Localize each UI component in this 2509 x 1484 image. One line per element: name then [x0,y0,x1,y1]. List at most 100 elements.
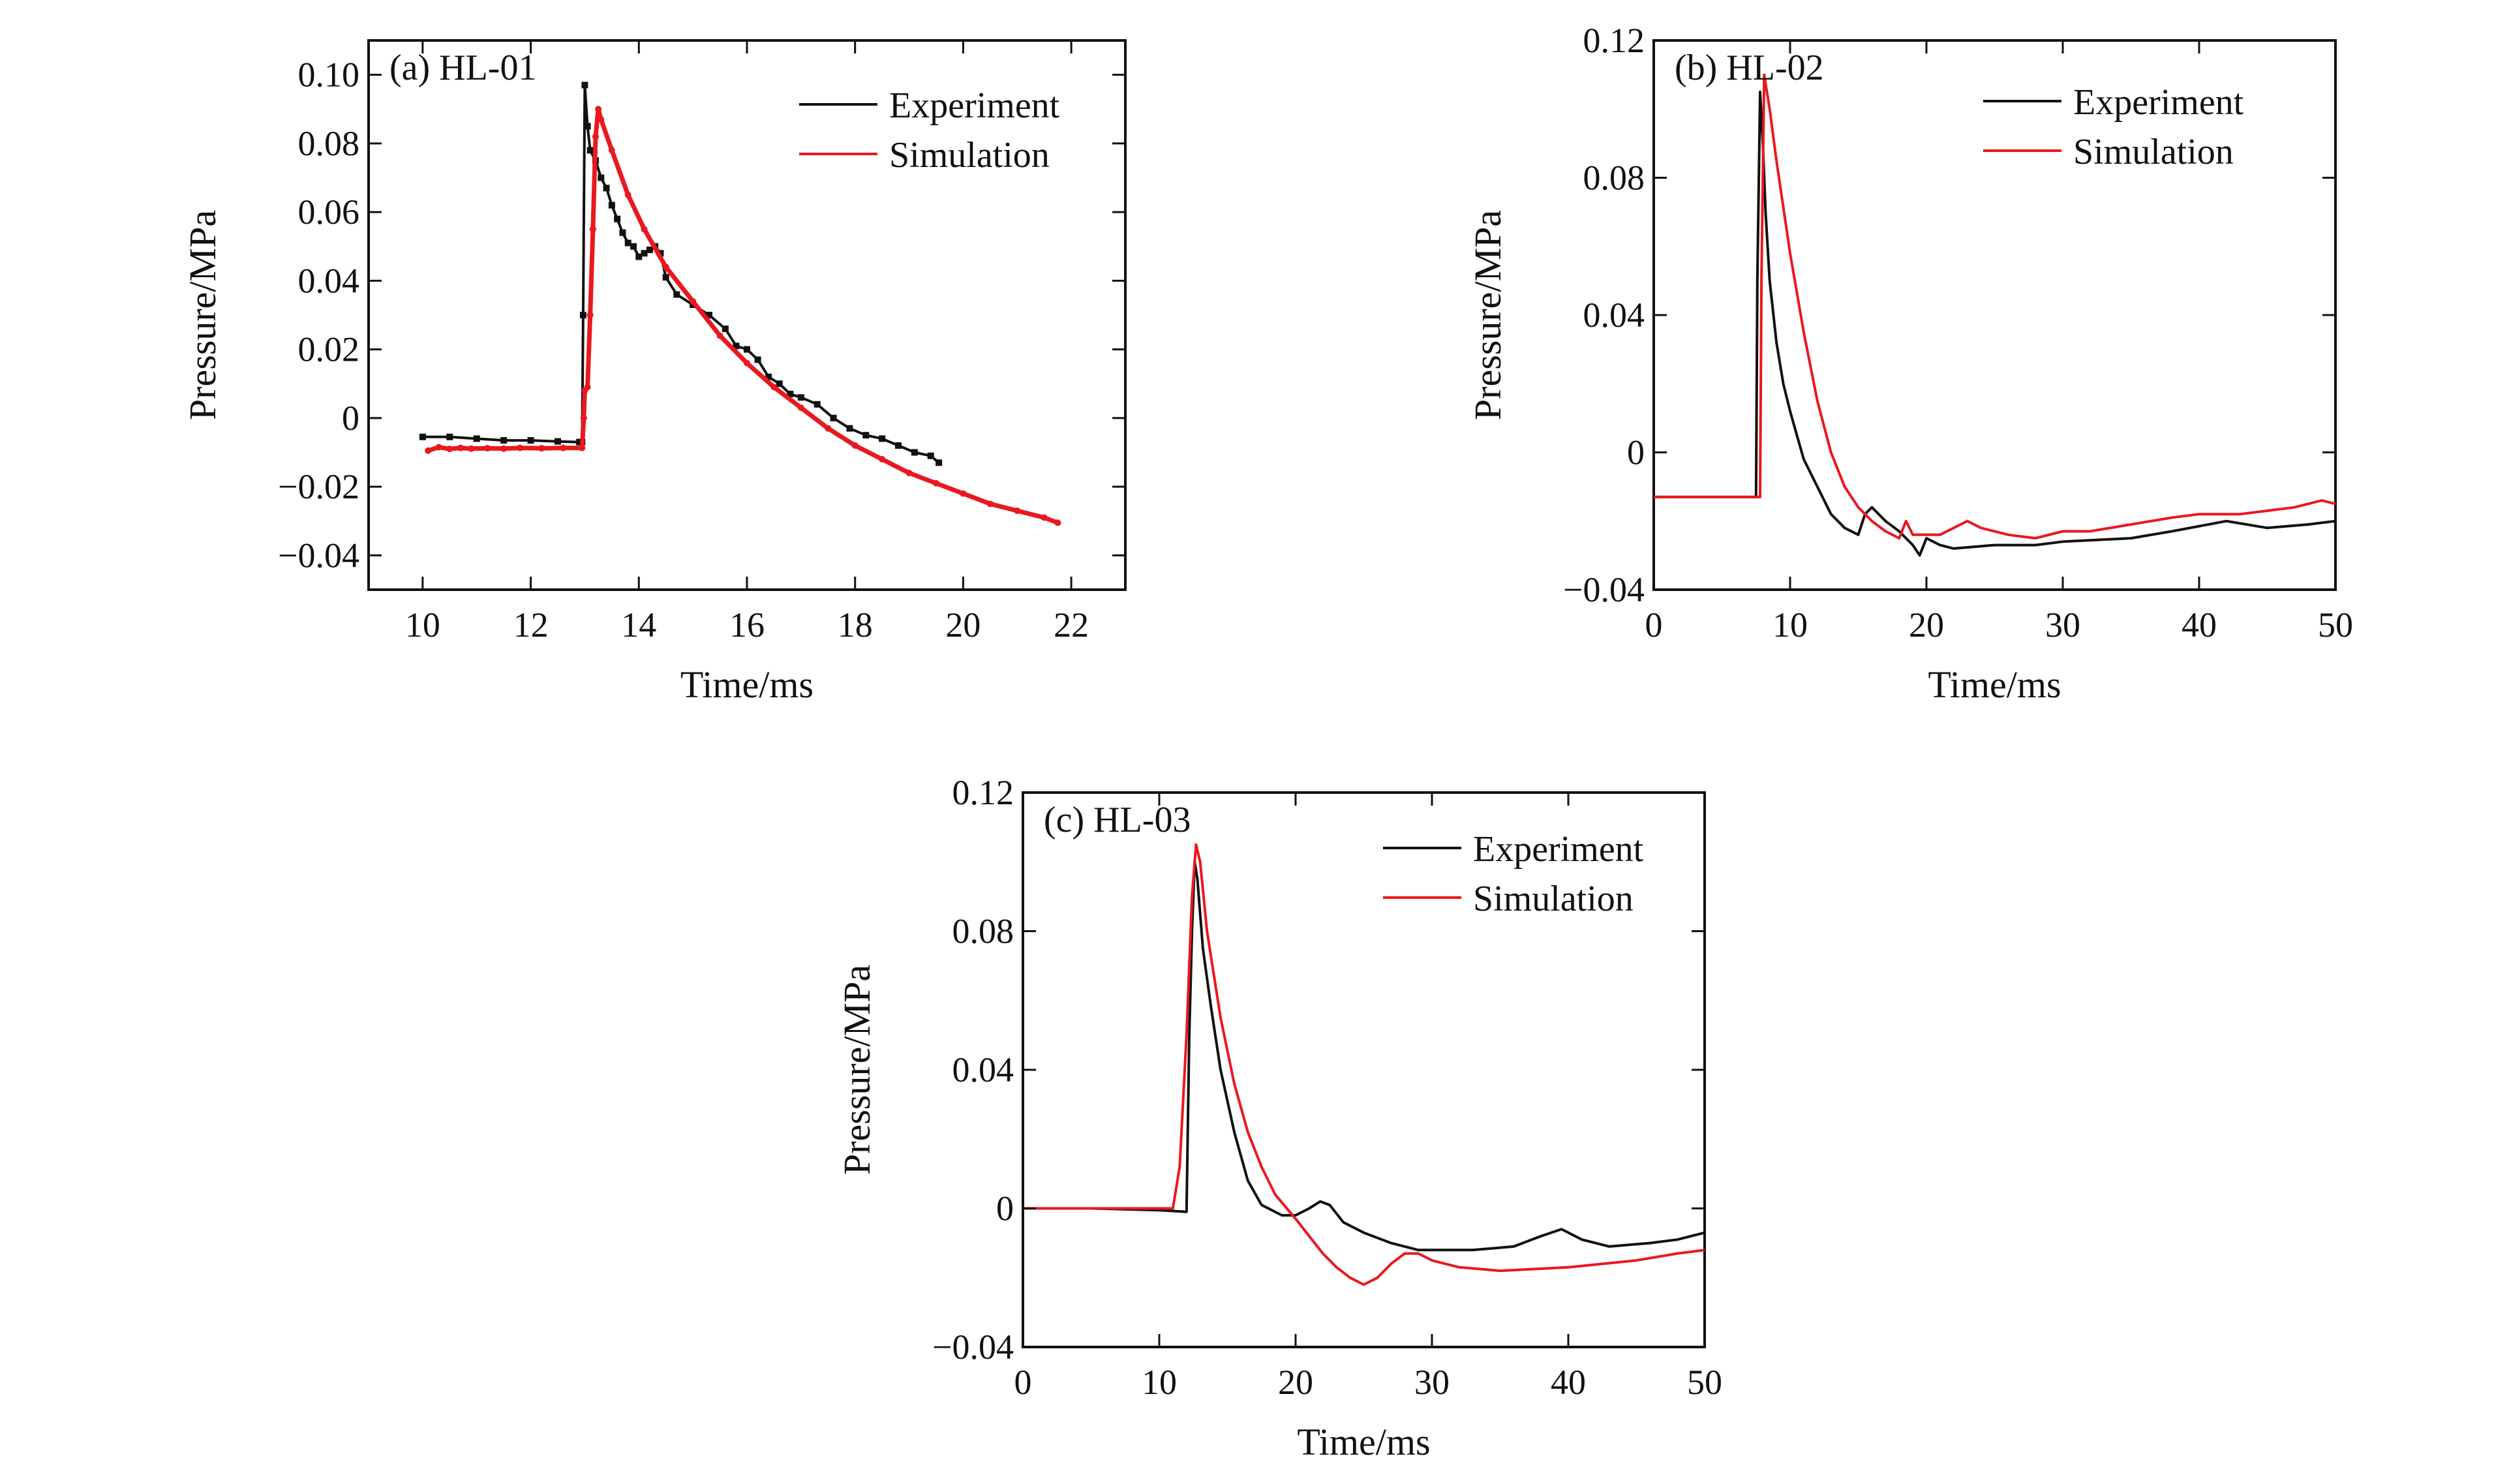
legend-label-simulation: Simulation [2073,132,2234,172]
data-point-experiment [927,452,934,459]
data-point-simulation [592,133,599,140]
data-point-simulation [446,446,453,453]
data-point-experiment [754,356,761,363]
data-point-experiment [862,432,870,439]
data-point-simulation [560,444,567,451]
x-tick-label: 10 [405,605,440,644]
x-tick-label: 50 [1687,1363,1722,1402]
data-point-simulation [608,147,615,154]
data-point-experiment [630,243,637,250]
data-point-experiment [527,437,534,444]
data-point-experiment [579,312,586,318]
data-point-simulation [770,384,778,391]
y-tick-label: 0 [342,399,359,438]
legend-label-experiment: Experiment [1473,829,1644,870]
data-point-simulation [1014,507,1021,514]
series-line-simulation [1654,73,2335,540]
y-tick-label: 0.08 [1583,159,1645,198]
data-point-simulation [595,106,602,113]
data-point-simulation [960,490,967,497]
data-point-simulation [584,384,591,391]
data-point-simulation [589,226,596,233]
data-point-experiment [446,433,453,440]
data-point-simulation [851,442,859,449]
y-tick-label: 0.06 [298,192,360,232]
data-point-experiment [830,414,837,421]
data-point-experiment [598,174,605,181]
x-tick-label: 14 [621,605,656,644]
x-tick-label: 20 [945,605,981,644]
series-line-experiment [422,83,940,464]
data-point-experiment [733,342,740,350]
data-point-experiment [787,391,794,398]
data-point-simulation [468,445,475,452]
series-line-experiment [1023,860,1705,1252]
data-point-simulation [744,359,750,367]
x-tick-label: 30 [2045,605,2080,644]
legend: Experiment Simulation [1983,82,2244,172]
legend-label-simulation: Simulation [1473,879,1634,919]
y-tick-label: 0.02 [298,330,360,369]
data-point-experiment [706,312,712,318]
data-point-experiment [673,291,680,298]
y-tick-label: 0.08 [298,124,360,163]
data-point-simulation [641,226,648,233]
data-point-experiment [797,394,804,401]
data-point-simulation [484,445,491,452]
x-tick-label: 20 [1278,1363,1313,1402]
y-tick-label: −0.04 [932,1327,1014,1367]
data-point-experiment [500,437,508,444]
series-line-simulation [1023,843,1705,1286]
data-point-experiment [473,435,480,442]
data-point-simulation [457,444,464,451]
data-point-simulation [435,444,442,451]
legend: Experiment Simulation [799,85,1060,175]
y-tick-label: 0 [996,1189,1014,1228]
data-point-simulation [624,191,631,198]
data-point-experiment [846,425,853,432]
data-point-simulation [586,312,594,318]
y-tick-label: −0.02 [278,467,359,506]
data-point-simulation [1041,514,1048,521]
data-point-simulation [716,332,723,339]
data-point-simulation [598,116,605,123]
x-tick-label: 0 [1014,1363,1032,1402]
data-point-simulation [797,404,804,412]
data-point-simulation [825,425,832,432]
legend-label-simulation: Simulation [889,135,1050,175]
panel-label: (b) HL-02 [1675,48,1824,88]
data-point-experiment [646,247,653,254]
y-tick-label: 0.12 [1583,21,1645,60]
data-point-simulation [879,456,886,463]
x-tick-label: 20 [1909,605,1944,644]
y-tick-label: 0.10 [298,55,360,95]
x-axis-label: Time/ms [1297,1421,1430,1463]
data-point-simulation [538,445,545,452]
y-tick-label: 0.04 [952,1050,1014,1089]
y-axis-label: Pressure/MPa [1467,210,1509,420]
data-point-simulation [517,444,523,451]
y-tick-label: 0.12 [952,773,1014,812]
data-point-experiment [662,274,669,281]
y-tick-label: 0.04 [298,261,360,300]
data-point-experiment [555,438,561,445]
data-point-simulation [986,500,994,507]
y-axis-label: Pressure/MPa [836,965,878,1175]
data-point-simulation [662,264,669,271]
y-tick-label: 0.04 [1583,295,1645,335]
legend: Experiment Simulation [1383,829,1644,919]
y-tick-label: −0.04 [278,536,359,575]
legend-label-experiment: Experiment [2073,82,2244,123]
y-tick-label: 0 [1627,433,1645,472]
x-tick-label: 50 [2318,605,2353,644]
x-axis-label: Time/ms [1928,663,2061,706]
data-point-experiment [776,380,783,387]
data-point-simulation [1054,519,1061,526]
data-point-experiment [765,373,772,380]
x-tick-label: 40 [2182,605,2217,644]
chart-panel-a: 10 12 14 16 18 20 22 −0.04 −0.02 0 0.02 0.04 0.06 0.0… [181,39,1127,706]
data-point-experiment [581,82,588,89]
